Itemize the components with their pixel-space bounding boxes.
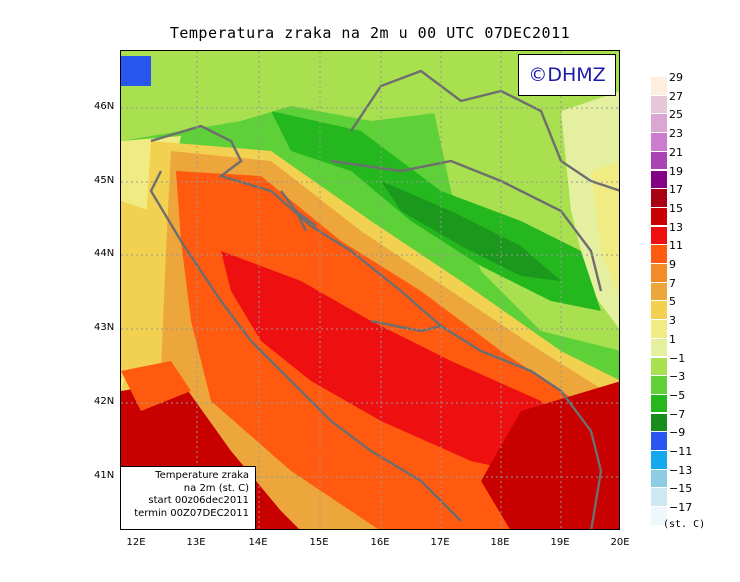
- south-dark-red: [481, 381, 619, 529]
- legend-swatch: [651, 338, 667, 357]
- legend-label: −9: [669, 426, 686, 440]
- legend-label: −15: [669, 482, 693, 496]
- legend-label: 29: [669, 71, 683, 84]
- legend-swatch: [651, 488, 667, 506]
- lon-label-18e: 18E: [490, 537, 510, 548]
- lon-label-12e: 12E: [126, 537, 146, 548]
- lon-label-16e: 16E: [370, 537, 390, 548]
- mild-zone-north: [121, 51, 451, 141]
- legend-swatch: [651, 357, 667, 376]
- legend-swatch: [651, 432, 667, 450]
- lat-lon-grid: [121, 51, 619, 529]
- legend-label: 11: [669, 239, 683, 253]
- lat-label-46n: 46N: [94, 101, 115, 112]
- legend-label: 25: [669, 108, 683, 122]
- info-line-1: Temperature zraka: [155, 470, 249, 481]
- legend-label: 5: [669, 295, 676, 309]
- legend-swatch: [651, 245, 667, 263]
- legend-label: 17: [669, 183, 683, 197]
- lon-label-17e: 17E: [430, 537, 450, 548]
- legend-swatch: [651, 189, 667, 207]
- lat-label-42n: 42N: [94, 396, 115, 407]
- legend-label: 21: [669, 145, 683, 159]
- forecast-info-box: Temperature zraka na 2m (st. C) start 00…: [121, 466, 256, 529]
- legend-swatch: [651, 507, 667, 525]
- legend-swatch: [651, 77, 667, 95]
- legend-swatch: [651, 264, 667, 282]
- legend-swatch: [651, 114, 667, 132]
- lon-label-19e: 19E: [550, 537, 570, 548]
- info-line-3: start 00z06dec2011: [148, 495, 249, 506]
- legend-label: −17: [669, 501, 693, 515]
- lat-label-41n: 41N: [94, 470, 115, 481]
- very-cold-patch: [381, 181, 561, 281]
- warm-zone-east-2: [591, 161, 619, 296]
- legend-unit: (st. C): [663, 519, 706, 530]
- legend-label: −1: [669, 351, 686, 365]
- lon-label-13e: 13E: [186, 537, 206, 548]
- info-line-2: na 2m (st. C): [183, 482, 249, 494]
- temperature-map: ©DHMZ Temperature zraka na 2m (st. C) st…: [120, 50, 620, 530]
- map-title: Temperatura zraka na 2m u 00 UTC 07DEC20…: [169, 24, 571, 42]
- legend-label: 7: [669, 276, 676, 290]
- legend-swatch: [651, 226, 667, 245]
- lat-label-44n: 44N: [94, 248, 115, 259]
- legend-swatch: [651, 320, 667, 338]
- lon-label-15e: 15E: [309, 537, 329, 548]
- info-line-4: termin 00Z07DEC2011: [134, 507, 249, 519]
- sea-red-core: [221, 251, 591, 481]
- map-canvas: [121, 51, 619, 529]
- lat-label-43n: 43N: [94, 322, 115, 333]
- legend-label: 27: [669, 89, 683, 103]
- cold-corner: [121, 56, 151, 86]
- legend-swatch: [651, 207, 667, 226]
- legend-label: −7: [669, 407, 686, 421]
- legend-label: −3: [669, 370, 686, 384]
- lon-label-20e: 20E: [610, 537, 630, 548]
- western-land-yellow: [121, 201, 151, 381]
- warm-zone-east: [561, 91, 619, 329]
- legend-label: 13: [669, 220, 683, 234]
- legend-label: −13: [669, 463, 693, 477]
- legend-swatch: [651, 451, 667, 469]
- legend-swatch: [651, 469, 667, 488]
- lat-label-45n: 45N: [94, 175, 115, 186]
- legend-label: 19: [669, 164, 683, 178]
- legend-swatch: [651, 282, 667, 301]
- legend-swatch: [651, 301, 667, 319]
- legend-label: 3: [669, 314, 676, 328]
- legend-swatch: [651, 151, 667, 170]
- legend-label: 9: [669, 258, 676, 271]
- legend-label: −11: [669, 445, 693, 458]
- legend-label: 23: [669, 127, 683, 141]
- legend-label: 1: [669, 332, 676, 346]
- lon-label-14e: 14E: [248, 537, 268, 548]
- southwest-orange: [121, 361, 191, 411]
- legend-swatch: [651, 394, 667, 413]
- legend-swatch: [651, 376, 667, 394]
- legend-swatch: [651, 413, 667, 432]
- dhmz-logo: ©DHMZ: [518, 54, 616, 96]
- legend-label: 15: [669, 201, 683, 215]
- legend-label: −5: [669, 388, 686, 402]
- legend-swatch: [651, 133, 667, 151]
- legend-swatch: [651, 95, 667, 114]
- legend-swatch: [651, 170, 667, 189]
